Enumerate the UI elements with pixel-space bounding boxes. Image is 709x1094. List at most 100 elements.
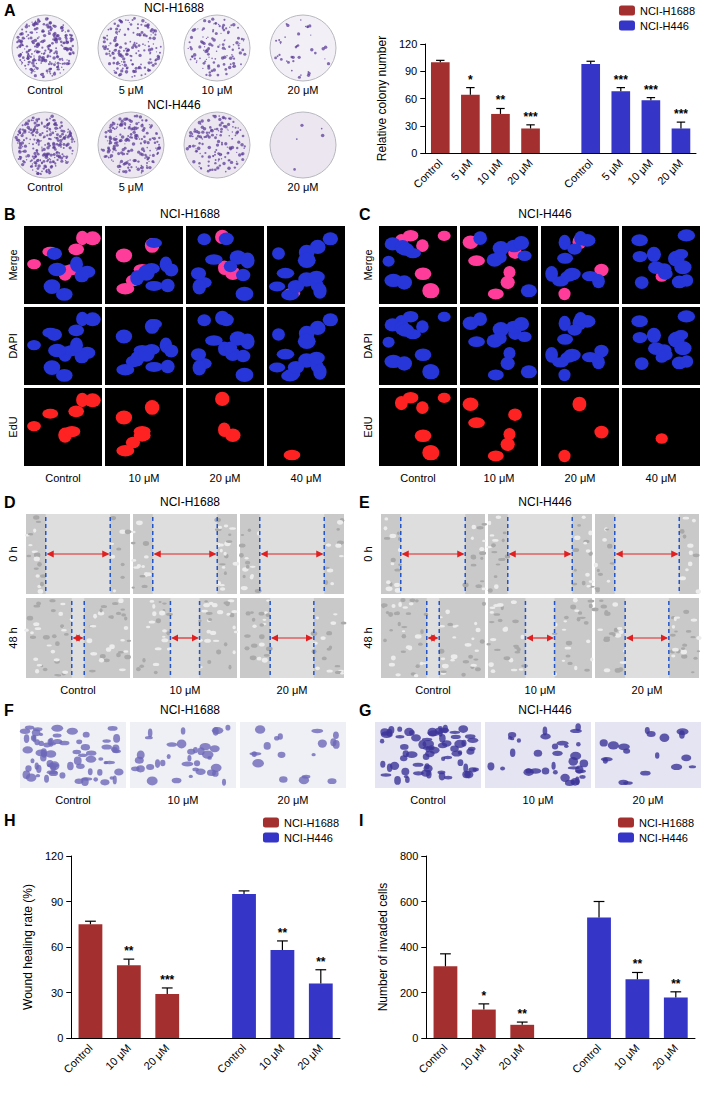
svg-text:48 h: 48 h — [362, 627, 374, 648]
svg-text:200: 200 — [400, 987, 418, 999]
svg-text:H: H — [4, 812, 16, 829]
svg-text:NCI-H1688: NCI-H1688 — [160, 207, 220, 221]
svg-text:NCI-H446: NCI-H446 — [518, 495, 572, 509]
svg-text:60: 60 — [51, 941, 63, 953]
svg-text:800: 800 — [400, 850, 418, 862]
svg-text:Control: Control — [570, 1042, 604, 1076]
svg-text:10 μM: 10 μM — [168, 794, 199, 806]
svg-text:5 μM: 5 μM — [119, 84, 144, 96]
svg-text:90: 90 — [51, 896, 63, 908]
svg-text:Control: Control — [215, 1042, 249, 1076]
svg-text:**: ** — [671, 977, 681, 991]
svg-text:5 μM: 5 μM — [449, 157, 475, 183]
svg-text:10 μM: 10 μM — [256, 1042, 286, 1072]
svg-text:10 μM: 10 μM — [523, 794, 554, 806]
svg-text:NCI-H1688: NCI-H1688 — [144, 1, 204, 15]
svg-text:10 μM: 10 μM — [129, 472, 160, 484]
svg-text:NCI-H446: NCI-H446 — [518, 207, 572, 221]
svg-text:***: *** — [614, 73, 628, 87]
svg-text:10 μM: 10 μM — [474, 157, 504, 187]
svg-text:**: ** — [278, 926, 288, 940]
svg-text:NCI-H446: NCI-H446 — [147, 98, 201, 112]
svg-text:0 h: 0 h — [362, 546, 374, 561]
svg-text:600: 600 — [400, 896, 418, 908]
svg-text:20 μM: 20 μM — [141, 1042, 171, 1072]
svg-text:G: G — [359, 702, 371, 719]
svg-text:20 μM: 20 μM — [565, 472, 596, 484]
svg-text:60: 60 — [405, 93, 417, 105]
svg-text:10 μM: 10 μM — [103, 1042, 133, 1072]
svg-text:***: *** — [644, 83, 658, 97]
svg-text:20 μM: 20 μM — [210, 472, 241, 484]
svg-text:0: 0 — [411, 147, 417, 159]
svg-text:20 μM: 20 μM — [277, 684, 308, 696]
svg-text:Relative colony number: Relative colony number — [375, 36, 389, 161]
svg-text:10 μM: 10 μM — [202, 84, 233, 96]
svg-text:0: 0 — [57, 1032, 63, 1044]
svg-text:DAPI: DAPI — [7, 333, 19, 359]
svg-text:Control: Control — [27, 181, 62, 193]
svg-text:10 μM: 10 μM — [484, 472, 515, 484]
svg-text:Control: Control — [561, 157, 595, 191]
svg-text:NCI-H1688: NCI-H1688 — [160, 495, 220, 509]
svg-text:NCI-H446: NCI-H446 — [284, 832, 333, 844]
svg-text:F: F — [4, 702, 14, 719]
svg-text:EdU: EdU — [7, 416, 19, 437]
svg-text:Control: Control — [60, 684, 95, 696]
svg-text:0: 0 — [412, 1032, 418, 1044]
svg-text:Control: Control — [400, 472, 435, 484]
svg-text:Control: Control — [55, 794, 90, 806]
svg-text:D: D — [4, 494, 16, 511]
svg-text:5 μM: 5 μM — [599, 157, 625, 183]
svg-text:NCI-H446: NCI-H446 — [640, 20, 689, 32]
svg-text:120: 120 — [399, 38, 417, 50]
svg-text:Control: Control — [410, 794, 445, 806]
svg-text:*: * — [482, 989, 487, 1003]
svg-text:***: *** — [524, 110, 538, 124]
svg-text:20 μM: 20 μM — [650, 1042, 680, 1072]
svg-text:48 h: 48 h — [7, 627, 19, 648]
svg-text:NCI-H446: NCI-H446 — [518, 703, 572, 717]
svg-text:10 μM: 10 μM — [625, 157, 655, 187]
svg-text:20 μM: 20 μM — [288, 181, 319, 193]
svg-text:**: ** — [316, 955, 326, 969]
svg-text:30: 30 — [51, 987, 63, 999]
svg-text:5 μM: 5 μM — [119, 181, 144, 193]
svg-text:Control: Control — [416, 1042, 450, 1076]
svg-text:20 μM: 20 μM — [496, 1042, 526, 1072]
svg-text:**: ** — [124, 944, 134, 958]
svg-text:90: 90 — [405, 65, 417, 77]
svg-text:Control: Control — [61, 1042, 95, 1076]
svg-text:20 μM: 20 μM — [288, 84, 319, 96]
svg-text:C: C — [359, 206, 371, 223]
svg-text:**: ** — [518, 1007, 528, 1021]
svg-text:Control: Control — [27, 84, 62, 96]
svg-text:E: E — [359, 494, 370, 511]
svg-text:40 μM: 40 μM — [291, 472, 322, 484]
svg-text:I: I — [359, 812, 363, 829]
svg-text:30: 30 — [405, 120, 417, 132]
svg-text:**: ** — [496, 93, 506, 107]
svg-text:10 μM: 10 μM — [458, 1042, 488, 1072]
svg-text:10 μM: 10 μM — [525, 684, 556, 696]
svg-text:NCI-H1688: NCI-H1688 — [639, 817, 694, 829]
svg-text:*: * — [468, 73, 473, 87]
svg-text:20 μM: 20 μM — [505, 157, 535, 187]
svg-text:NCI-H1688: NCI-H1688 — [160, 703, 220, 717]
svg-text:Number of invaded cells: Number of invaded cells — [376, 883, 390, 1012]
svg-text:Control: Control — [45, 472, 80, 484]
svg-text:20 μM: 20 μM — [278, 794, 309, 806]
svg-text:**: ** — [633, 957, 643, 971]
svg-text:Control: Control — [411, 157, 445, 191]
svg-text:120: 120 — [45, 850, 63, 862]
svg-text:40 μM: 40 μM — [646, 472, 677, 484]
svg-text:***: *** — [160, 973, 174, 987]
svg-text:10 μM: 10 μM — [611, 1042, 641, 1072]
svg-text:A: A — [4, 2, 16, 19]
svg-text:20 μM: 20 μM — [655, 157, 685, 187]
svg-text:NCI-H1688: NCI-H1688 — [284, 817, 339, 829]
svg-text:20 μM: 20 μM — [295, 1042, 325, 1072]
svg-text:Control: Control — [415, 684, 450, 696]
svg-text:B: B — [4, 206, 16, 223]
svg-text:NCI-H1688: NCI-H1688 — [640, 5, 695, 17]
